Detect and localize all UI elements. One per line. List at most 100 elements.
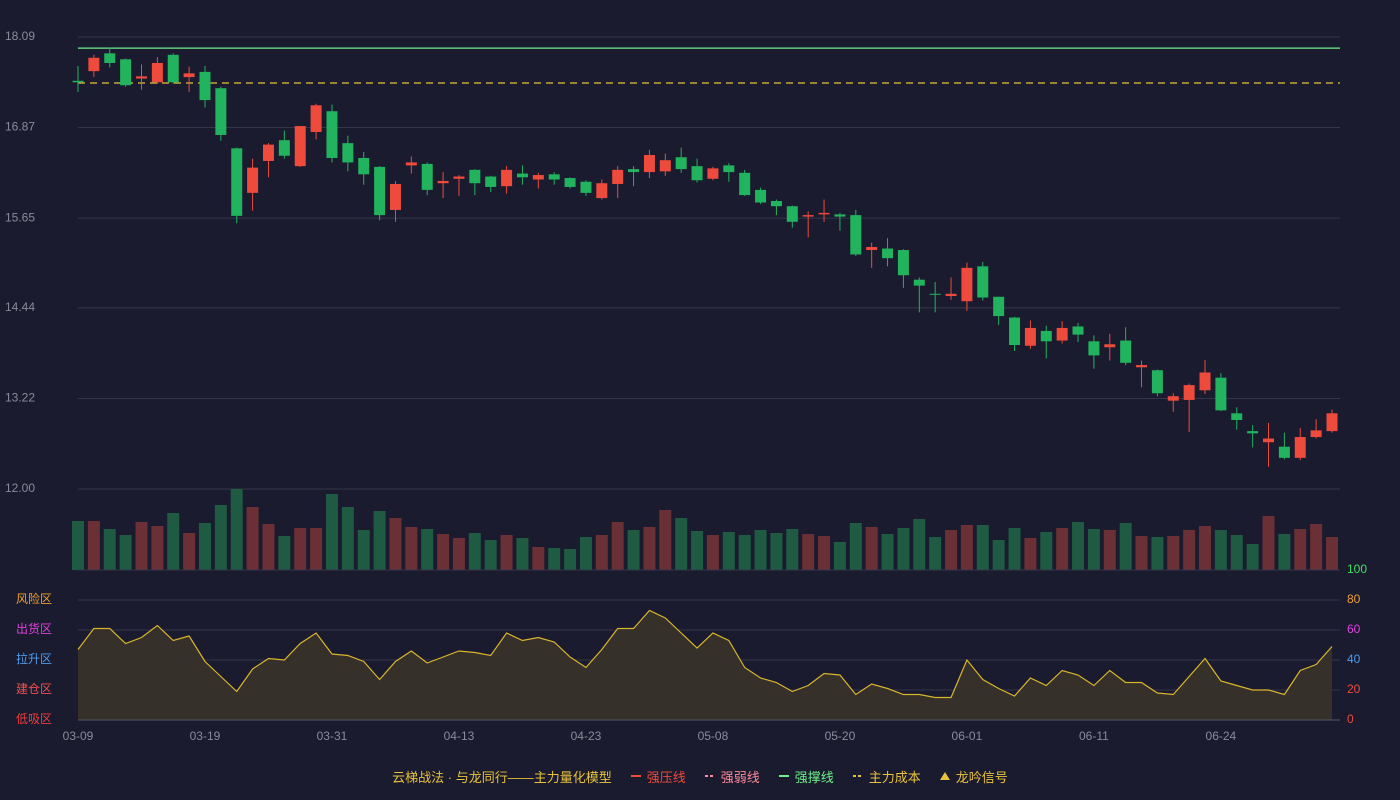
x-tick-label: 03-09 bbox=[63, 729, 94, 743]
x-tick-label: 06-11 bbox=[1079, 729, 1109, 743]
volume-bar bbox=[992, 540, 1005, 570]
volume-bar bbox=[1294, 529, 1307, 570]
volume-bar bbox=[452, 538, 465, 570]
volume-bar bbox=[1230, 535, 1243, 570]
volume-bar bbox=[198, 523, 211, 570]
y-tick-label: 60 bbox=[1347, 622, 1361, 636]
candle-body bbox=[1009, 317, 1021, 346]
candle-body bbox=[707, 168, 719, 179]
zone-label: 出货区 bbox=[16, 621, 52, 636]
volume-bar bbox=[421, 529, 434, 570]
volume-bar bbox=[468, 533, 481, 570]
x-tick-label: 05-20 bbox=[825, 729, 856, 743]
legend-label: 强撑线 bbox=[794, 769, 834, 785]
volume-bar bbox=[675, 518, 688, 570]
candle-body bbox=[183, 73, 195, 78]
candle-body bbox=[1310, 430, 1322, 438]
candle-body bbox=[231, 148, 243, 216]
candle-body bbox=[913, 279, 925, 286]
candle-body bbox=[1151, 370, 1163, 394]
legend-item[interactable]: 强弱线 bbox=[704, 767, 760, 786]
volume-bar bbox=[627, 530, 640, 570]
candle-body bbox=[1024, 327, 1036, 346]
candle-body bbox=[199, 71, 211, 101]
volume-bar bbox=[72, 521, 84, 570]
x-tick-label: 04-23 bbox=[571, 729, 602, 743]
candle-body bbox=[1278, 446, 1290, 458]
volume-bar bbox=[1040, 532, 1053, 570]
oscillator-area bbox=[78, 610, 1332, 720]
legend-item[interactable]: 龙吟信号 bbox=[939, 767, 1008, 786]
volume-bar bbox=[1326, 537, 1338, 570]
volume-bar bbox=[1103, 530, 1116, 570]
legend-swatch bbox=[778, 775, 789, 777]
y-tick-label: 80 bbox=[1347, 592, 1361, 606]
candle-body bbox=[389, 183, 401, 210]
y-tick-label: 40 bbox=[1347, 652, 1361, 666]
volume-bar bbox=[357, 530, 370, 570]
candle-body bbox=[310, 105, 322, 133]
legend-item[interactable]: 强撑线 bbox=[778, 767, 834, 786]
candle-body bbox=[612, 169, 624, 184]
candle-body bbox=[675, 157, 687, 170]
volume-bar bbox=[881, 534, 894, 570]
candle-body bbox=[104, 53, 116, 63]
volume-bar bbox=[1278, 534, 1291, 570]
candle-body bbox=[1167, 396, 1179, 401]
volume-bar bbox=[976, 525, 989, 570]
volume-bar bbox=[564, 549, 577, 570]
volume-bar bbox=[1199, 526, 1212, 570]
volume-bar bbox=[929, 537, 942, 570]
volume-bar bbox=[341, 507, 354, 570]
volume-bar bbox=[786, 529, 799, 570]
volume-bar bbox=[754, 530, 767, 570]
candle-body bbox=[866, 247, 878, 251]
volume-bar bbox=[1246, 544, 1259, 570]
volume-bar bbox=[230, 489, 243, 570]
candle-body bbox=[421, 163, 433, 190]
candle-body bbox=[326, 111, 338, 158]
volume-bar bbox=[532, 547, 545, 570]
candle-body bbox=[1294, 437, 1306, 458]
volume-bar bbox=[214, 505, 227, 570]
volume-bar bbox=[1056, 528, 1069, 570]
volume-bar bbox=[595, 535, 608, 570]
candle-body bbox=[247, 167, 259, 193]
candle-body bbox=[1120, 340, 1132, 363]
volume-bar bbox=[516, 538, 529, 570]
volume-bar bbox=[1008, 528, 1021, 570]
volume-bar bbox=[738, 535, 751, 570]
volume-bar bbox=[611, 522, 624, 570]
candle-body bbox=[453, 176, 465, 179]
candle-body bbox=[1040, 330, 1052, 342]
volume-bar bbox=[500, 535, 513, 570]
volume-bar bbox=[849, 523, 862, 570]
candle-body bbox=[850, 215, 862, 255]
y-tick-label: 15.65 bbox=[5, 210, 35, 224]
chart: 12.00 13.22 14.44 15.65 16.87 18.09 0 20 40 60 80 1… bbox=[5, 29, 1367, 743]
volume-bar bbox=[643, 527, 656, 570]
y-tick-label: 12.00 bbox=[5, 481, 35, 495]
candle-body bbox=[564, 178, 576, 187]
legend-item[interactable]: 强压线 bbox=[630, 767, 686, 786]
volume-bar bbox=[294, 528, 307, 570]
y-tick-label: 16.87 bbox=[5, 120, 35, 134]
candle-body bbox=[262, 144, 274, 161]
legend-item[interactable]: 主力成本 bbox=[852, 767, 921, 786]
volume-bar bbox=[1262, 516, 1275, 570]
volume-bar bbox=[770, 533, 783, 570]
candle-body bbox=[374, 166, 386, 216]
legend-label: 龙吟信号 bbox=[955, 769, 1008, 785]
candle-body bbox=[1183, 385, 1195, 400]
x-tick-label: 03-31 bbox=[317, 729, 348, 743]
candle-body bbox=[405, 162, 417, 166]
volume-bar bbox=[183, 533, 196, 570]
volume-bar bbox=[278, 536, 291, 570]
candle-body bbox=[834, 214, 846, 217]
candle-body bbox=[532, 175, 544, 180]
volume-bar bbox=[548, 548, 561, 570]
legend-label: 强压线 bbox=[646, 769, 686, 785]
candle-body bbox=[72, 80, 84, 83]
candle-body bbox=[691, 166, 703, 181]
candle-body bbox=[88, 57, 100, 72]
